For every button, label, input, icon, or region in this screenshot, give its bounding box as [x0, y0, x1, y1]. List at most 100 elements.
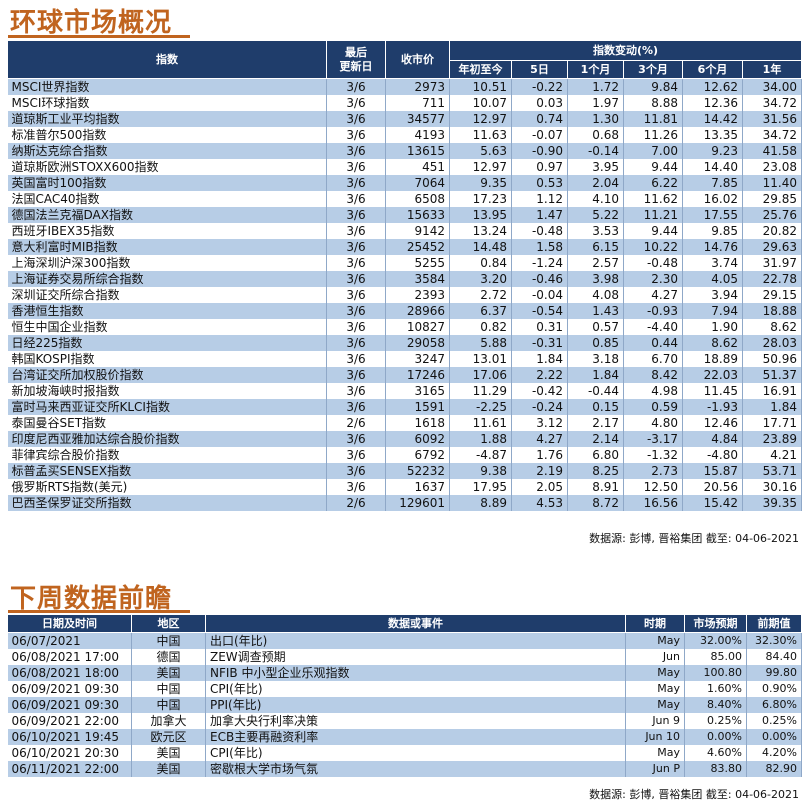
- market-overview-source: 数据源: 彭博, 晋裕集团 截至: 04-06-2021: [589, 532, 799, 545]
- cell-close: 10827: [385, 319, 450, 335]
- cell-6m: 16.02: [682, 191, 743, 207]
- cell-1m: 1.84: [567, 367, 624, 383]
- table-row: 06/09/2021 09:30 中国 CPI(年比) May 1.60% 0.90%: [7, 681, 802, 697]
- cell-5d: 1.58: [511, 239, 568, 255]
- cell-ytd: 5.63: [449, 143, 512, 159]
- table-row: 06/10/2021 20:30 美国 CPI(年比) May 4.60% 4.20%: [7, 745, 802, 761]
- cell-1m: -0.14: [567, 143, 624, 159]
- cell-event: ECB主要再融资利率: [205, 729, 626, 745]
- cell-index-name: 标准普尔500指数: [7, 127, 327, 143]
- cell-5d: 0.53: [511, 175, 568, 191]
- market-overview-underline: [8, 35, 190, 38]
- cell-period: May: [625, 681, 685, 697]
- cell-1y: 18.88: [742, 303, 803, 319]
- cell-ytd: 0.82: [449, 319, 512, 335]
- cell-index-name: 恒生中国企业指数: [7, 319, 327, 335]
- cell-3m: 2.30: [623, 271, 683, 287]
- cell-close: 2973: [385, 78, 450, 95]
- cell-close: 28966: [385, 303, 450, 319]
- market-overview-table: 指数 最后 更新日 收市价 指数变动(%) 年初至今 5日 1个月 3个月 6个…: [7, 40, 803, 511]
- cell-close: 4193: [385, 127, 450, 143]
- cell-1m: 3.18: [567, 351, 624, 367]
- cell-close: 52232: [385, 463, 450, 479]
- cell-region: 德国: [131, 649, 206, 665]
- cell-previous: 99.80: [746, 665, 802, 681]
- next-week-source: 数据源: 彭博, 晋裕集团 截至: 04-06-2021: [589, 788, 799, 801]
- cell-3m: 9.44: [623, 159, 683, 175]
- cell-3m: 0.59: [623, 399, 683, 415]
- cell-6m: 12.36: [682, 95, 743, 111]
- cell-6m: 14.76: [682, 239, 743, 255]
- cell-ytd: -2.25: [449, 399, 512, 415]
- table-row: 法国CAC40指数 3/6 6508 17.23 1.12 4.10 11.62 16.02 2…: [7, 191, 803, 207]
- cell-last-update: 2/6: [326, 415, 386, 431]
- cell-close: 6792: [385, 447, 450, 463]
- cell-period: Jun: [625, 649, 685, 665]
- cell-ytd: 8.89: [449, 495, 512, 511]
- cell-ytd: 9.38: [449, 463, 512, 479]
- cell-1y: 39.35: [742, 495, 803, 511]
- cell-close: 34577: [385, 111, 450, 127]
- cell-region: 加拿大: [131, 713, 206, 729]
- cell-previous: 6.80%: [746, 697, 802, 713]
- table-row: 印度尼西亚雅加达综合股价指数 3/6 6092 1.88 4.27 2.14 -3.17 4.…: [7, 431, 803, 447]
- cell-datetime: 06/08/2021 17:00: [7, 649, 132, 665]
- cell-index-name: 上海深圳沪深300指数: [7, 255, 327, 271]
- cell-3m: 4.80: [623, 415, 683, 431]
- cell-ytd: 5.88: [449, 335, 512, 351]
- cell-ytd: 6.37: [449, 303, 512, 319]
- cell-index-name: 英国富时100指数: [7, 175, 327, 191]
- cell-index-name: 韩国KOSPI指数: [7, 351, 327, 367]
- cell-previous: 0.00%: [746, 729, 802, 745]
- cell-1m: 0.85: [567, 335, 624, 351]
- cell-5d: 0.03: [511, 95, 568, 111]
- cell-1y: 17.71: [742, 415, 803, 431]
- cell-index-name: 富时马来西亚证交所KLCI指数: [7, 399, 327, 415]
- cell-3m: -0.48: [623, 255, 683, 271]
- cell-forecast: 0.00%: [684, 729, 747, 745]
- cell-event: 出口(年比): [205, 632, 626, 649]
- header-1m: 1个月: [567, 60, 624, 79]
- table-row: 菲律宾综合股价指数 3/6 6792 -4.87 1.76 6.80 -1.32 -4.80 4…: [7, 447, 803, 463]
- cell-1y: 50.96: [742, 351, 803, 367]
- cell-6m: 1.90: [682, 319, 743, 335]
- table-row: 深圳证交所综合指数 3/6 2393 2.72 -0.04 4.08 4.27 3.94 29.…: [7, 287, 803, 303]
- cell-6m: 4.05: [682, 271, 743, 287]
- cell-ytd: 10.51: [449, 78, 512, 95]
- cell-3m: 10.22: [623, 239, 683, 255]
- cell-6m: 14.40: [682, 159, 743, 175]
- cell-index-name: 新加坡海峡时报指数: [7, 383, 327, 399]
- next-week-underline: [8, 610, 190, 613]
- cell-close: 129601: [385, 495, 450, 511]
- cell-3m: 6.70: [623, 351, 683, 367]
- cell-event: CPI(年比): [205, 681, 626, 697]
- cell-last-update: 3/6: [326, 127, 386, 143]
- cell-1m: 0.68: [567, 127, 624, 143]
- cell-previous: 0.25%: [746, 713, 802, 729]
- table-row: 日经225指数 3/6 29058 5.88 -0.31 0.85 0.44 8.62 28.0…: [7, 335, 803, 351]
- cell-1m: 6.80: [567, 447, 624, 463]
- cell-5d: 2.05: [511, 479, 568, 495]
- cell-datetime: 06/10/2021 19:45: [7, 729, 132, 745]
- table-row: 富时马来西亚证交所KLCI指数 3/6 1591 -2.25 -0.24 0.15 0.59…: [7, 399, 803, 415]
- cell-5d: 2.22: [511, 367, 568, 383]
- header-change-group: 指数变动(%): [448, 40, 803, 61]
- table-row: 韩国KOSPI指数 3/6 3247 13.01 1.84 3.18 6.70 18.89 50…: [7, 351, 803, 367]
- cell-period: May: [625, 697, 685, 713]
- cell-5d: -0.48: [511, 223, 568, 239]
- cell-3m: 8.42: [623, 367, 683, 383]
- cell-3m: -3.17: [623, 431, 683, 447]
- cell-1m: 6.15: [567, 239, 624, 255]
- cell-close: 1591: [385, 399, 450, 415]
- cell-period: Jun P: [625, 761, 685, 777]
- cell-1y: 34.72: [742, 95, 803, 111]
- cell-close: 6508: [385, 191, 450, 207]
- cell-last-update: 3/6: [326, 399, 386, 415]
- cell-close: 5255: [385, 255, 450, 271]
- cell-3m: 2.73: [623, 463, 683, 479]
- cell-close: 1618: [385, 415, 450, 431]
- cell-datetime: 06/07/2021: [7, 632, 132, 649]
- table-row: 06/09/2021 22:00 加拿大 加拿大央行利率决策 Jun 9 0.25% 0.…: [7, 713, 802, 729]
- table-row: 巴西圣保罗证交所指数 2/6 129601 8.89 4.53 8.72 16.56 15.4…: [7, 495, 803, 511]
- cell-ytd: 11.63: [449, 127, 512, 143]
